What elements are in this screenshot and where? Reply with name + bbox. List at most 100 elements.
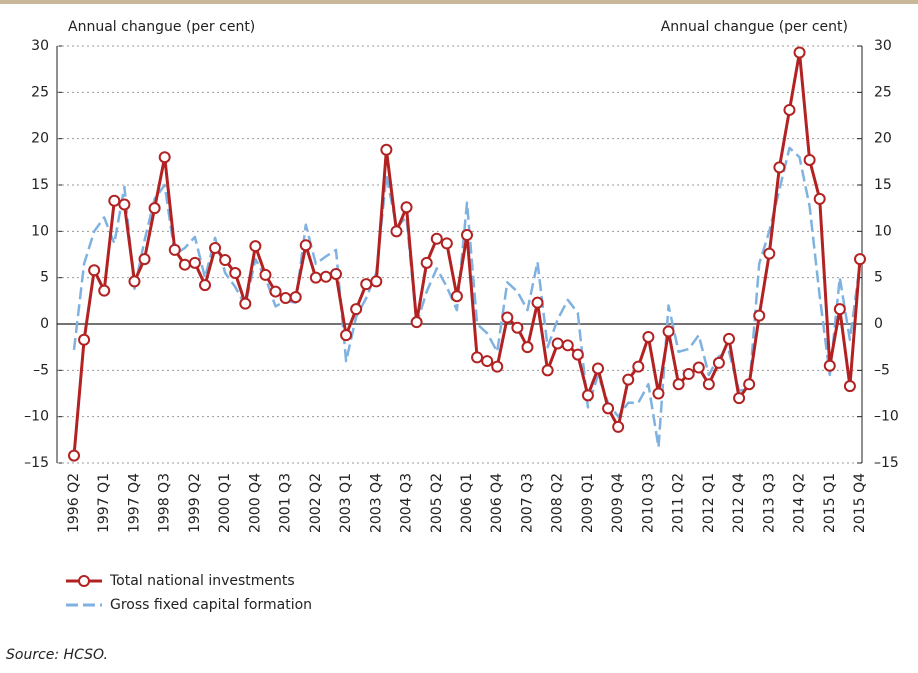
marker	[68, 449, 80, 462]
marker	[279, 292, 292, 305]
legend-label: Total national investments	[109, 573, 295, 589]
x-tick-label: 2006 Q1	[459, 473, 475, 533]
x-tick-label: 2015 Q4	[852, 473, 868, 533]
x-tick-label: 2000 Q1	[217, 473, 233, 533]
marker	[501, 311, 514, 324]
marker	[289, 291, 302, 304]
marker	[773, 161, 786, 174]
x-tick-label: 2008 Q2	[550, 473, 566, 533]
marker	[400, 201, 413, 214]
marker	[239, 297, 252, 310]
marker	[622, 373, 635, 386]
y2-tick-label: 0	[874, 316, 883, 332]
marker	[743, 378, 756, 391]
x-tick-label: 2009 Q1	[580, 473, 596, 533]
marker	[168, 243, 181, 256]
marker	[642, 330, 655, 343]
marker	[259, 268, 272, 281]
x-tick-label: 1997 Q4	[126, 473, 142, 533]
marker	[763, 247, 776, 260]
x-tick-label: 2001 Q3	[278, 473, 294, 533]
marker	[602, 402, 615, 415]
marker	[350, 303, 363, 316]
marker	[803, 153, 816, 166]
marker	[551, 337, 564, 350]
marker	[733, 392, 746, 405]
marker	[712, 356, 725, 369]
marker	[78, 333, 91, 346]
marker	[319, 270, 332, 283]
marker	[854, 253, 866, 266]
marker	[219, 254, 232, 267]
y-tick-label: 15	[31, 177, 49, 193]
marker	[199, 279, 211, 292]
x-tick-label: 2004 Q3	[399, 473, 415, 533]
x-tick-label: 2014 Q2	[792, 473, 808, 533]
y2-axis-label: Annual changue (per cent)	[661, 19, 848, 35]
marker	[783, 103, 796, 116]
marker	[420, 256, 433, 269]
marker	[753, 309, 766, 322]
marker	[299, 239, 312, 252]
x-tick-label: 2006 Q4	[489, 473, 505, 533]
marker	[360, 278, 373, 291]
marker	[521, 341, 534, 354]
x-tick-label: 1997 Q1	[96, 473, 112, 533]
marker	[471, 351, 484, 364]
y-tick-label: 30	[31, 38, 49, 54]
marker	[672, 378, 685, 391]
marker	[340, 329, 353, 342]
y2-tick-label: 25	[874, 84, 892, 100]
y-tick-label: –10	[24, 409, 49, 425]
marker	[461, 229, 473, 242]
marker	[98, 284, 111, 297]
marker	[682, 368, 695, 381]
x-tick-label: 2015 Q1	[822, 473, 838, 533]
y-tick-label: 20	[31, 131, 49, 147]
marker	[158, 151, 171, 164]
marker	[652, 387, 665, 400]
x-tick-label: 2013 Q3	[761, 473, 777, 533]
marker	[481, 355, 494, 368]
y-tick-label: 0	[40, 316, 49, 332]
marker	[491, 360, 504, 373]
marker	[723, 332, 735, 345]
marker	[833, 303, 846, 316]
source: Source: HCSO.	[6, 647, 108, 663]
marker	[692, 361, 705, 374]
y-tick-label: 5	[40, 270, 49, 286]
x-tick-label: 2000 Q4	[247, 473, 263, 533]
marker	[249, 240, 262, 253]
marker	[662, 325, 675, 338]
x-tick-label: 2009 Q4	[610, 473, 626, 533]
marker	[380, 143, 393, 156]
y-tick-label: –15	[24, 455, 49, 471]
y2-tick-label: –5	[874, 362, 890, 378]
marker	[178, 258, 191, 271]
y-tick-label: 10	[31, 223, 49, 239]
marker	[440, 237, 453, 250]
y2-tick-label: 20	[874, 131, 892, 147]
x-tick-label: 2003 Q1	[338, 473, 354, 533]
legend-marker	[78, 575, 90, 587]
marker	[581, 389, 594, 402]
marker	[793, 46, 806, 59]
marker	[88, 264, 101, 277]
marker	[592, 362, 604, 375]
x-tick-label: 2011 Q2	[671, 473, 687, 533]
marker	[370, 275, 383, 288]
marker	[108, 194, 121, 207]
x-tick-label: 2005 Q2	[429, 473, 445, 533]
x-tick-label: 2007 Q3	[519, 473, 535, 533]
top-border	[0, 0, 918, 4]
marker	[843, 380, 856, 393]
marker	[612, 420, 625, 433]
marker	[450, 290, 463, 303]
marker	[813, 192, 826, 205]
marker	[309, 271, 322, 284]
y2-tick-label: 30	[874, 38, 892, 54]
marker	[128, 275, 141, 288]
y2-tick-label: 5	[874, 270, 883, 286]
marker	[209, 242, 222, 255]
y-tick-label: 25	[31, 84, 49, 100]
